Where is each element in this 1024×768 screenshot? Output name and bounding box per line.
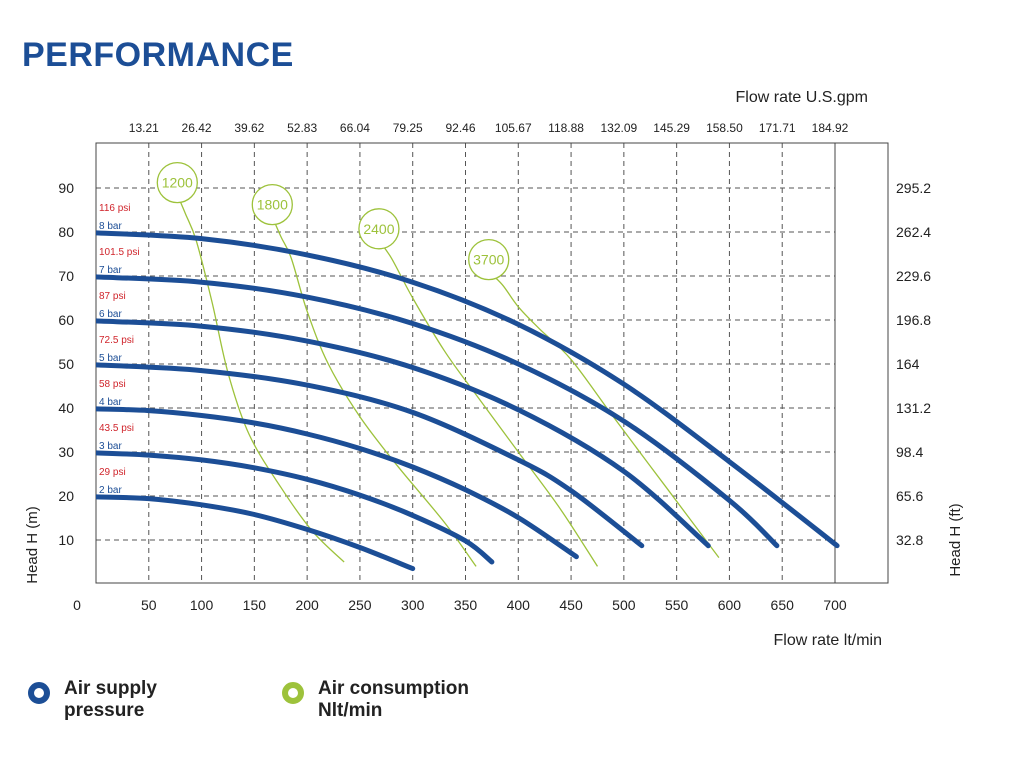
consumption-label: 1800 [257, 197, 288, 213]
consumption-bubble [358, 208, 400, 250]
y2-tick-label: 32.8 [896, 532, 923, 548]
consumption-label: 3700 [473, 252, 504, 268]
psi-label: 58 psi [99, 379, 126, 390]
bar-label: 8 bar [99, 221, 122, 232]
x2-tick-label: 118.88 [548, 121, 584, 135]
x-tick-label: 200 [295, 597, 319, 613]
pressure-curve [96, 318, 711, 549]
air-consumption-curves [176, 194, 720, 567]
y-tick-label: 70 [58, 268, 74, 284]
x2-tick-label: 105.67 [495, 121, 532, 135]
y-tick-label: 30 [58, 444, 74, 460]
x-tick-label: 500 [612, 597, 636, 613]
x-tick-label: 150 [243, 597, 267, 613]
consumption-label: 1200 [162, 175, 193, 191]
air-consumption-curve [488, 271, 720, 558]
air-consumption-curve [271, 216, 477, 567]
pressure-curve [96, 274, 780, 549]
pressure-curves [96, 230, 840, 572]
pressure-curve [96, 406, 579, 560]
consumption-bubble [156, 161, 198, 204]
grid [96, 143, 836, 583]
consumption-label: 2400 [363, 221, 394, 237]
y-tick-label: 20 [58, 488, 74, 504]
x-tick-label: 300 [401, 597, 425, 613]
pressure-curve [96, 494, 416, 572]
x2-tick-label: 171.71 [759, 121, 796, 135]
x2-tick-label: 39.62 [234, 121, 264, 135]
y-axis-title: Head H (m) [24, 506, 41, 584]
air-consumption-curve [378, 240, 599, 567]
y-tick-label: 90 [58, 180, 74, 196]
legend-air-consumption-label: Air consumption Nlt/min [318, 678, 469, 721]
x2-tick-label: 52.83 [287, 121, 317, 135]
plot-frame [95, 142, 889, 584]
x2-tick-label: 184.92 [812, 121, 849, 135]
legend-air-supply-label: Air supply pressure [64, 678, 157, 721]
x2-tick-label: 145.29 [653, 121, 690, 135]
bar-label: 6 bar [99, 309, 122, 320]
x2-tick-label: 26.42 [182, 121, 212, 135]
y-tick-label: 80 [58, 224, 74, 240]
bar-label: 3 bar [99, 441, 122, 452]
y-tick-label: 10 [58, 532, 74, 548]
consumption-bubble [251, 183, 293, 226]
legend-air-supply: Air supply pressure [28, 678, 244, 722]
y2-tick-label: 131.2 [896, 400, 931, 416]
blue-ring-icon [28, 682, 50, 704]
consumption-bubbles: 1200 1800 2400 3700 [156, 161, 510, 281]
x-tick-label: 250 [348, 597, 372, 613]
x-tick-label: 650 [771, 597, 795, 613]
x-tick-label: 100 [190, 597, 214, 613]
y2-tick-label: 196.8 [896, 312, 931, 328]
x2-tick-label: 79.25 [393, 121, 423, 135]
pressure-curve [96, 230, 840, 549]
psi-label: 116 psi [99, 203, 131, 214]
x-tick-label: 0 [73, 597, 81, 613]
psi-label: 43.5 psi [99, 423, 134, 434]
bar-label: 5 bar [99, 353, 122, 364]
y2-tick-label: 295.2 [896, 180, 931, 196]
x-tick-label: 400 [507, 597, 531, 613]
bar-label: 7 bar [99, 265, 122, 276]
page-title: PERFORMANCE [22, 36, 294, 74]
x2-axis-title: Flow rate U.S.gpm [736, 89, 868, 106]
axis-ticks: 0 50 100 150 200 250 300 350 400 450 500 550 600 650 7… [58, 121, 931, 613]
x-axis-title: Flow rate lt/min [774, 632, 882, 649]
x2-tick-label: 13.21 [129, 121, 159, 135]
x-tick-label: 700 [823, 597, 847, 613]
psi-label: 72.5 psi [99, 335, 134, 346]
legend-air-consumption: Air consumption Nlt/min [282, 678, 498, 722]
y2-tick-label: 164 [896, 356, 920, 372]
y-tick-label: 60 [58, 312, 74, 328]
consumption-bubble [468, 238, 510, 281]
x-tick-label: 550 [665, 597, 689, 613]
x2-tick-label: 92.46 [445, 121, 475, 135]
psi-label: 87 psi [99, 291, 126, 302]
y2-tick-label: 65.6 [896, 488, 923, 504]
bar-label: 4 bar [99, 397, 122, 408]
x-tick-label: 450 [559, 597, 583, 613]
x-tick-label: 50 [141, 597, 157, 613]
y2-tick-label: 262.4 [896, 224, 931, 240]
pressure-curve [96, 450, 495, 565]
x-tick-label: 600 [718, 597, 742, 613]
psi-label: 29 psi [99, 467, 126, 478]
x2-tick-label: 158.50 [706, 121, 743, 135]
y2-tick-label: 98.4 [896, 444, 923, 460]
x-tick-label: 350 [454, 597, 478, 613]
pressure-curve [96, 362, 645, 549]
y2-axis-title: Head H (ft) [947, 503, 964, 576]
bar-label: 2 bar [99, 485, 122, 496]
x2-tick-label: 132.09 [601, 121, 638, 135]
y-tick-label: 40 [58, 400, 74, 416]
psi-label: 101.5 psi [99, 247, 140, 258]
x2-tick-label: 66.04 [340, 121, 370, 135]
series-labels: 2 bar 29 psi 3 bar 43.5 psi 4 bar 58 psi 5 bar… [99, 203, 140, 496]
green-ring-icon [282, 682, 304, 704]
y2-tick-label: 229.6 [896, 268, 931, 284]
y-tick-label: 50 [58, 356, 74, 372]
